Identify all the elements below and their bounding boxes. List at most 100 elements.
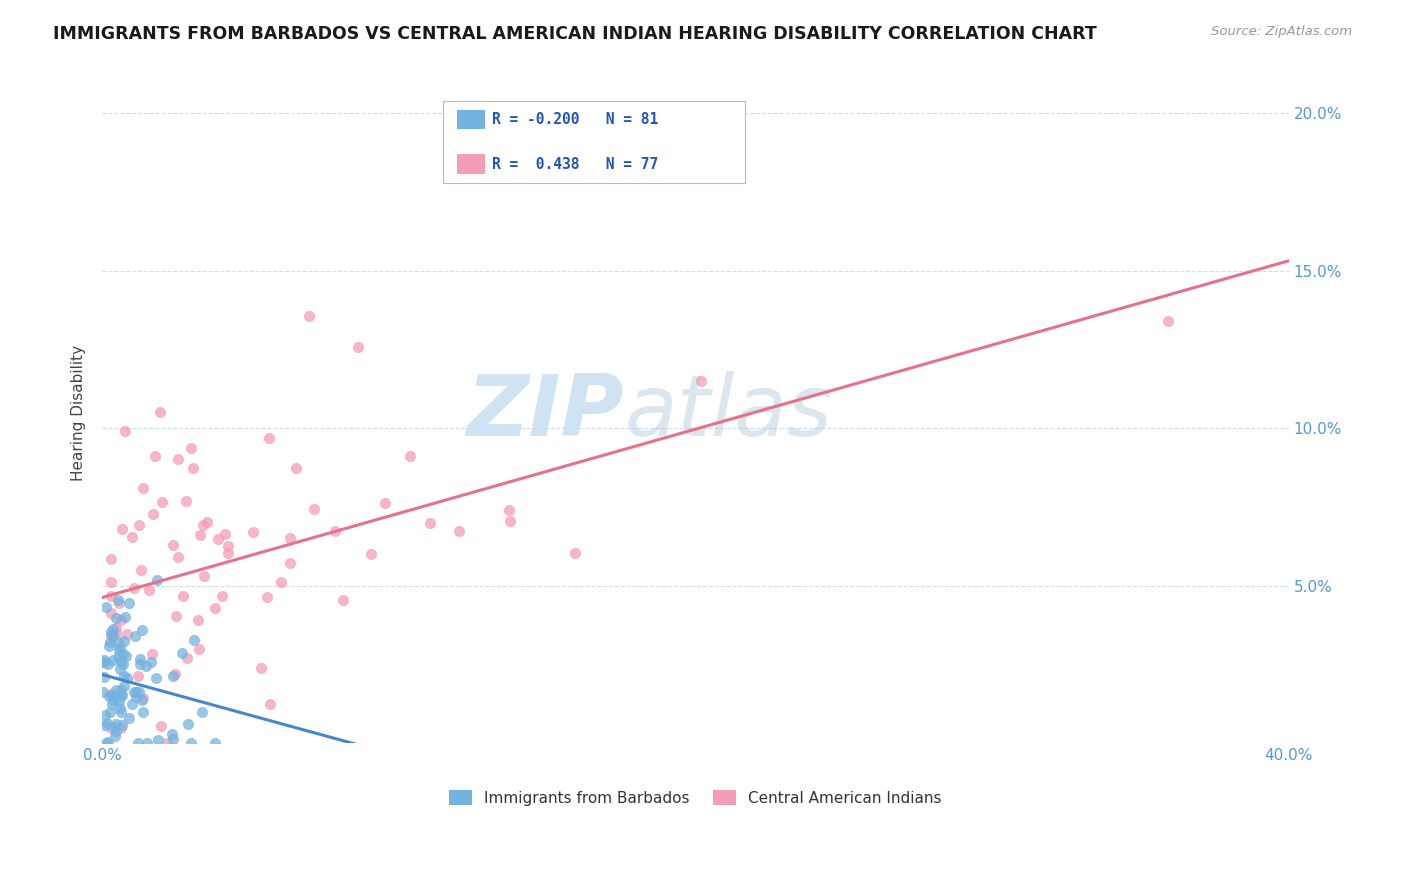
Point xyxy=(136,736,159,750)
Point xyxy=(100,630,122,644)
Point xyxy=(101,688,124,702)
Point xyxy=(107,635,129,649)
Point xyxy=(165,667,187,681)
Point xyxy=(108,662,131,676)
Point xyxy=(162,669,184,683)
Point xyxy=(100,590,122,604)
Point xyxy=(127,736,149,750)
Point xyxy=(188,528,211,542)
Point xyxy=(257,431,280,445)
Point xyxy=(103,720,125,734)
Point xyxy=(204,736,226,750)
Point xyxy=(112,634,135,648)
Point xyxy=(111,718,134,732)
Point xyxy=(250,661,273,675)
Point xyxy=(181,461,204,475)
Point xyxy=(100,721,122,735)
Point xyxy=(97,735,120,749)
Point xyxy=(98,639,121,653)
Point xyxy=(1156,314,1178,328)
Point xyxy=(217,546,239,560)
Point xyxy=(280,557,302,571)
Point xyxy=(132,691,155,706)
Point xyxy=(93,670,115,684)
Point xyxy=(187,642,209,657)
Point xyxy=(259,698,281,712)
Point xyxy=(93,653,115,667)
Point xyxy=(100,606,122,620)
Point xyxy=(107,694,129,708)
Point xyxy=(100,627,122,641)
Point xyxy=(128,657,150,672)
Point xyxy=(122,685,145,699)
Point xyxy=(110,522,132,536)
Point xyxy=(187,613,209,627)
Point xyxy=(374,496,396,510)
Point xyxy=(285,461,308,475)
Point xyxy=(96,600,118,615)
Text: atlas: atlas xyxy=(624,371,832,454)
Point xyxy=(131,693,153,707)
Point xyxy=(183,633,205,648)
Point xyxy=(176,494,198,508)
Point xyxy=(96,716,118,731)
Point xyxy=(112,669,135,683)
Point xyxy=(107,649,129,664)
Point xyxy=(211,590,233,604)
Point xyxy=(129,564,152,578)
Point xyxy=(180,441,202,455)
Point xyxy=(162,731,184,746)
Point xyxy=(110,613,132,627)
Point xyxy=(104,690,127,704)
Point xyxy=(690,375,713,389)
Point xyxy=(172,589,194,603)
Point xyxy=(297,309,319,323)
Point xyxy=(112,679,135,693)
Point xyxy=(111,688,134,702)
Point xyxy=(128,685,150,699)
Point xyxy=(177,717,200,731)
Point xyxy=(110,689,132,703)
Point xyxy=(150,719,173,733)
Point xyxy=(132,705,155,719)
Text: Source: ZipAtlas.com: Source: ZipAtlas.com xyxy=(1212,25,1353,38)
Point xyxy=(270,574,292,589)
Point xyxy=(108,701,131,715)
Text: R = -0.200   N = 81: R = -0.200 N = 81 xyxy=(492,112,658,127)
Point xyxy=(129,651,152,665)
Point xyxy=(190,705,212,719)
Point xyxy=(332,592,354,607)
Point xyxy=(93,718,115,732)
Point xyxy=(115,626,138,640)
Point xyxy=(150,495,173,509)
Point xyxy=(138,582,160,597)
Point xyxy=(100,551,122,566)
Point xyxy=(101,693,124,707)
Point xyxy=(142,507,165,521)
Point xyxy=(110,655,132,669)
Point xyxy=(131,623,153,637)
Point xyxy=(499,514,522,528)
Point xyxy=(128,518,150,533)
Point xyxy=(96,736,118,750)
Point xyxy=(214,527,236,541)
Point xyxy=(149,405,172,419)
Point xyxy=(118,596,141,610)
Point xyxy=(124,629,146,643)
Point xyxy=(167,550,190,565)
Point xyxy=(101,697,124,711)
Point xyxy=(101,628,124,642)
Point xyxy=(118,710,141,724)
Point xyxy=(176,650,198,665)
Point xyxy=(125,685,148,699)
Point xyxy=(167,452,190,467)
Point xyxy=(108,596,131,610)
Point xyxy=(107,593,129,607)
Point xyxy=(110,640,132,654)
Point xyxy=(191,518,214,533)
Point xyxy=(347,340,370,354)
Point xyxy=(91,685,114,699)
Point xyxy=(104,723,127,738)
Point xyxy=(207,533,229,547)
Point xyxy=(98,706,121,720)
